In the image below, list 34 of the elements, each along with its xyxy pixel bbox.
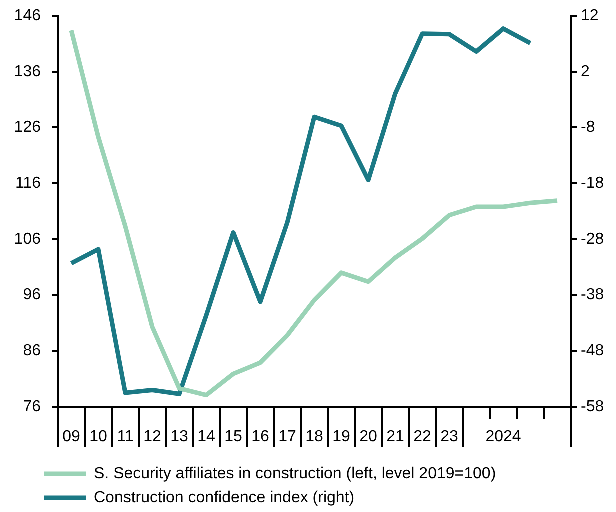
legend-label: S. Security affiliates in construction (left, level 2019=100)	[94, 465, 496, 482]
y-tick-label: 86	[23, 342, 42, 360]
x-tick-label: 19	[332, 428, 350, 446]
y2-tick-label: -8	[581, 119, 596, 136]
x-tick-label: 14	[198, 428, 216, 446]
x-tick-label: 23	[440, 428, 458, 446]
y-tick-label: 116	[15, 174, 42, 192]
x-tick-label: 11	[117, 428, 134, 446]
y2-tick-label: -18	[581, 174, 604, 192]
legend-label: Construction confidence index (right)	[94, 489, 355, 506]
x-tick-label: 09	[62, 428, 80, 446]
y2-tick-label: -28	[581, 230, 604, 248]
x-tick-label: 16	[252, 428, 270, 446]
y-tick-label: 126	[14, 119, 42, 136]
x-tick-label: 12	[144, 428, 162, 446]
x-tick-label: 20	[360, 428, 378, 446]
y2-tick-label: 12	[581, 7, 599, 24]
y2-tick-label: -48	[581, 342, 604, 360]
x-tick-label: 21	[386, 428, 404, 446]
x-tick-label: 22	[414, 428, 432, 446]
y2-tick-label: -38	[581, 286, 604, 304]
x-tick-label: 13	[170, 428, 188, 446]
y-tick-label: 76	[23, 398, 42, 416]
x-tick-label: 18	[306, 428, 324, 446]
y2-tick-label: 2	[581, 63, 590, 80]
y-tick-label: 136	[14, 63, 42, 80]
y-tick-label: 146	[14, 7, 42, 24]
x-tick-label: 10	[90, 428, 108, 446]
x-tick-label: 15	[224, 428, 242, 446]
y-tick-label: 106	[14, 230, 42, 248]
x-tick-label: 17	[278, 428, 296, 446]
y2-tick-label: -58	[581, 398, 604, 416]
y-tick-label: 96	[23, 286, 42, 304]
x-tick-label: 2024	[486, 428, 522, 446]
